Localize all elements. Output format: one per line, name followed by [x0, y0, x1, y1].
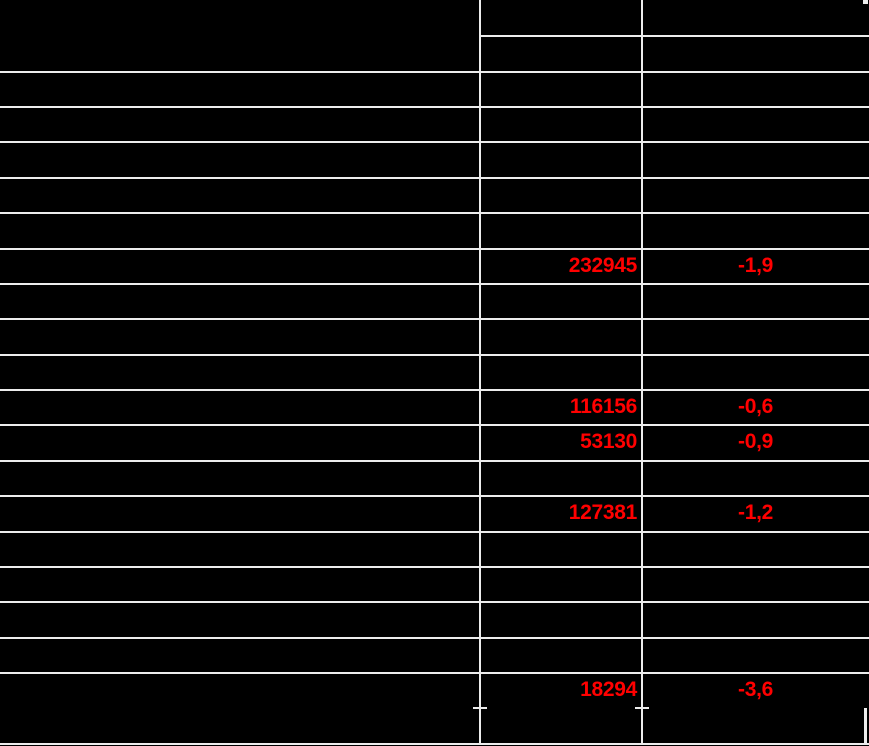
row-divider — [0, 106, 869, 108]
divider-tick — [473, 707, 487, 709]
row-divider — [0, 424, 869, 426]
cell-change-row11: -0,6 — [738, 395, 773, 418]
row-divider — [0, 212, 869, 214]
cell-value-row7: 232945 — [568, 254, 638, 277]
column-divider-2 — [641, 0, 643, 743]
divider-tick — [635, 707, 649, 709]
cell-value-row12: 53130 — [580, 430, 637, 453]
row-divider — [0, 248, 869, 250]
row-divider — [0, 283, 869, 285]
cell-value-row19: 18294 — [580, 678, 637, 701]
cell-value-row14: 127381 — [568, 501, 638, 524]
row-divider — [0, 389, 869, 391]
table-bottom-border — [0, 743, 869, 745]
row-divider — [0, 637, 869, 639]
row-divider — [0, 71, 869, 73]
cell-change-row12: -0,9 — [738, 430, 773, 453]
right-edge-border-segment — [864, 708, 867, 743]
row-divider — [0, 141, 869, 143]
cell-value-row11: 116156 — [569, 395, 637, 418]
row-divider — [0, 460, 869, 462]
row-divider — [0, 566, 869, 568]
row-divider — [0, 672, 869, 674]
row-divider — [0, 354, 869, 356]
cell-change-row19: -3,6 — [738, 678, 773, 701]
row-divider — [0, 318, 869, 320]
row-divider — [0, 531, 869, 533]
column-divider-1 — [479, 0, 481, 743]
row-divider — [0, 601, 869, 603]
top-right-corner-mark — [863, 0, 868, 4]
cell-change-row14: -1,2 — [738, 501, 773, 524]
row-divider — [0, 495, 869, 497]
row-divider — [0, 177, 869, 179]
header-split-line — [480, 35, 869, 37]
cell-change-row7: -1,9 — [738, 254, 773, 277]
